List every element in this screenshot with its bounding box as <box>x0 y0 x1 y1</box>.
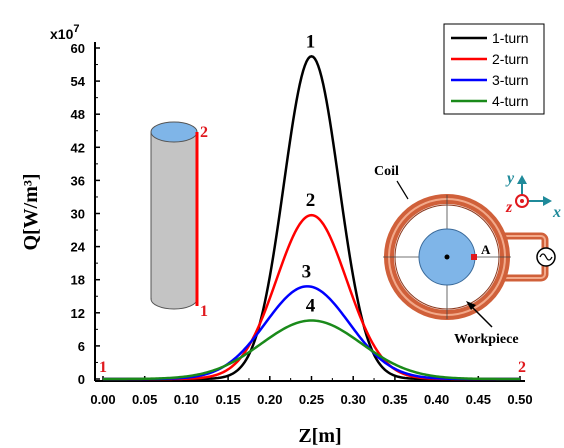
coordinate-axes: y z x <box>505 170 561 221</box>
coil-pointer <box>396 180 409 200</box>
series-lines <box>103 54 520 381</box>
x-tick-label: 0.35 <box>382 392 407 407</box>
axes <box>94 42 525 382</box>
coil-label: Coil <box>374 164 399 179</box>
point-a-marker <box>471 254 477 260</box>
y-axis-title: Q[W/m³] <box>20 173 42 250</box>
workpiece-arrowhead <box>466 301 476 310</box>
cylinder-top-label: 2 <box>200 124 208 141</box>
y-tick-label: 0 <box>78 372 85 387</box>
x-ticks: 0.00 0.05 0.10 0.15 0.20 0.25 0.30 0.35 0.40 0.45… <box>90 376 533 407</box>
legend-label: 1-turn <box>492 30 529 46</box>
y-tick-label: 24 <box>71 240 86 255</box>
x-tick-label: 0.25 <box>299 392 324 407</box>
legend-label: 3-turn <box>492 72 529 88</box>
x-tick-label: 0.30 <box>341 392 366 407</box>
curve-label-1: 1 <box>306 31 316 52</box>
cylinder-body-cover <box>151 132 197 298</box>
y-tick-label: 42 <box>71 140 85 155</box>
curve-labels: 1 2 3 4 <box>302 31 316 316</box>
y-arrowhead <box>517 175 527 184</box>
point-a-label: A <box>481 242 491 257</box>
x-tick-label: 0.15 <box>215 392 240 407</box>
x-axis-symbol: x <box>552 204 561 221</box>
workpiece-label: Workpiece <box>454 332 519 347</box>
y-tick-label: 30 <box>71 207 85 222</box>
curve-label-2: 2 <box>306 190 316 211</box>
z-dot <box>520 199 524 203</box>
y-tick-label: 6 <box>78 339 85 354</box>
x-tick-label: 0.20 <box>257 392 282 407</box>
y-tick-label: 60 <box>71 41 85 56</box>
workpiece-pointer <box>469 304 493 328</box>
cylinder-bottom-label: 1 <box>200 303 208 320</box>
cylinder-top <box>150 121 198 143</box>
y-tick-label: 36 <box>71 173 85 188</box>
legend-label: 2-turn <box>492 51 529 67</box>
x-tick-label: 0.45 <box>466 392 491 407</box>
right-end-label: 2 <box>518 359 526 376</box>
workpiece-center <box>444 254 450 260</box>
x-tick-label: 0.00 <box>90 392 115 407</box>
legend-label: 4-turn <box>492 93 529 109</box>
curve-label-3: 3 <box>302 261 312 282</box>
x-tick-label: 0.50 <box>507 392 532 407</box>
y-tick-label: 12 <box>71 306 85 321</box>
x-tick-label: 0.05 <box>132 392 157 407</box>
y-multiplier: x107 <box>50 23 79 42</box>
coil-inset: A Coil Workpiece y z x <box>374 164 561 347</box>
ac-wave <box>539 253 553 261</box>
x-axis-title: Z[m] <box>298 425 341 447</box>
y-multiplier-exponent: 7 <box>73 23 79 35</box>
x-tick-label: 0.10 <box>174 392 199 407</box>
y-tick-label: 48 <box>71 107 85 122</box>
y-tick-label: 18 <box>71 273 85 288</box>
left-end-label: 1 <box>99 359 107 376</box>
curve-label-4: 4 <box>306 296 316 317</box>
z-axis-symbol: z <box>505 199 513 216</box>
cylinder-inset: 2 1 <box>150 121 208 320</box>
series-line-4 <box>103 319 520 381</box>
y-tick-label: 54 <box>71 74 86 89</box>
x-arrowhead <box>543 196 552 206</box>
x-tick-label: 0.40 <box>424 392 449 407</box>
legend: 1-turn 2-turn 3-turn 4-turn <box>443 23 545 115</box>
y-axis-symbol: y <box>505 170 515 187</box>
y-ticks: 0 6 12 18 24 30 36 42 48 54 60 <box>71 41 100 387</box>
